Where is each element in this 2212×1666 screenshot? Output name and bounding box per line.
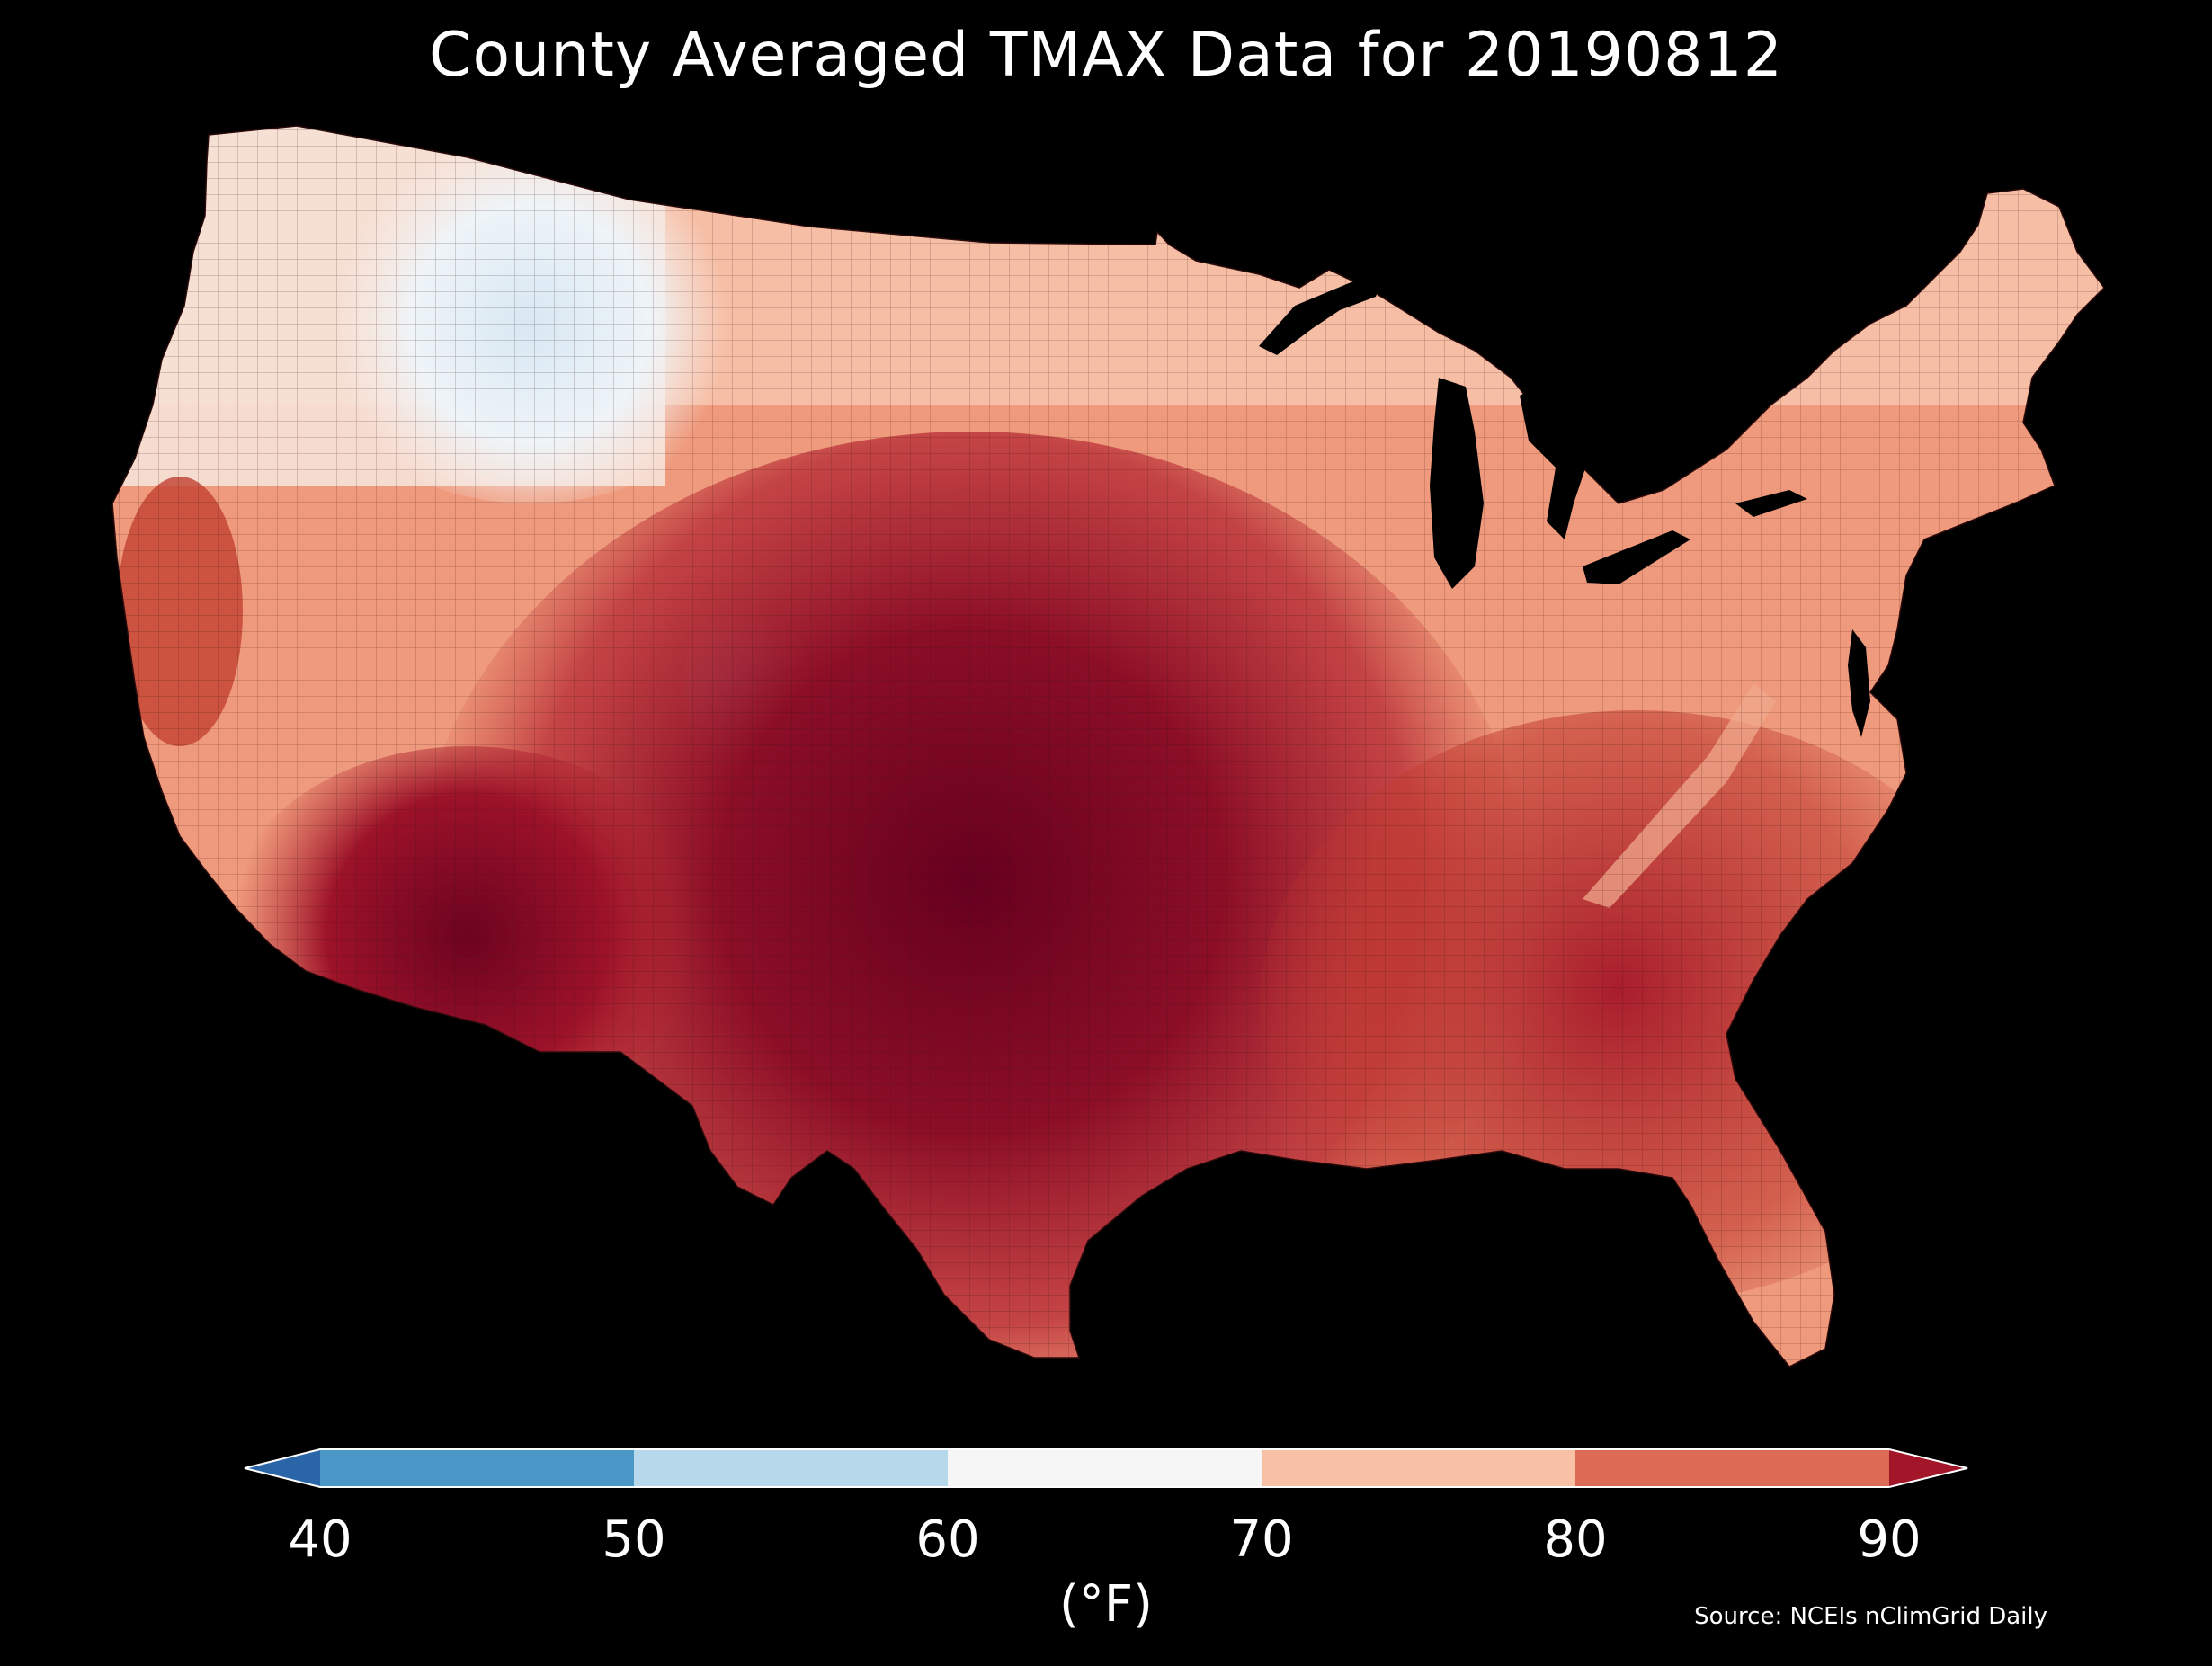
colorbar-bin-80-90 xyxy=(1575,1449,1889,1487)
colorbar-tick-label: 40 xyxy=(288,1510,352,1569)
colorbar-tick-label: 60 xyxy=(915,1510,980,1569)
map-title: County Averaged TMAX Data for 20190812 xyxy=(429,20,1783,91)
colorbar-frame xyxy=(244,1448,1968,1488)
lake-superior xyxy=(1259,270,1385,355)
colorbar-bin-40-50 xyxy=(320,1449,634,1487)
lake-ontario xyxy=(1735,490,1807,517)
source-credit: Source: NCEIs nClimGrid Daily xyxy=(1694,1603,2047,1630)
colorbar-bin-50-60 xyxy=(634,1449,948,1487)
lake-huron xyxy=(1520,378,1592,539)
colorbar-unit-label: (°F) xyxy=(1059,1575,1153,1634)
colorbar-tick-label: 90 xyxy=(1857,1510,1922,1569)
chesapeake-bay xyxy=(1848,629,1870,737)
colorbar-under-arrow xyxy=(245,1449,320,1487)
colorbar-over-arrow xyxy=(1889,1449,1967,1487)
lake-erie xyxy=(1583,530,1690,584)
colorbar-bin-60-70 xyxy=(948,1449,1262,1487)
colorbar-tick-label: 50 xyxy=(602,1510,666,1569)
colorbar-tick-label: 80 xyxy=(1543,1510,1608,1569)
colorbar-bin-70-80 xyxy=(1262,1449,1575,1487)
lake-michigan xyxy=(1430,378,1484,589)
colorbar-tick-label: 70 xyxy=(1229,1510,1294,1569)
